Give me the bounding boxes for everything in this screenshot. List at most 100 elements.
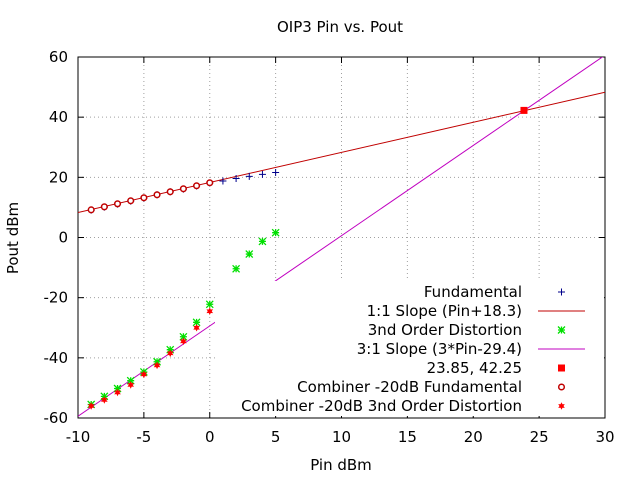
data-point: [258, 237, 267, 246]
data-point: [87, 206, 95, 214]
marker-shape: [113, 384, 122, 393]
marker-shape: [100, 203, 108, 211]
x-tick-label: -10: [66, 428, 91, 446]
data-point: [180, 337, 187, 346]
marker-shape: [193, 323, 200, 332]
x-tick-label: 5: [271, 428, 281, 446]
marker-shape: [272, 169, 280, 177]
data-point: [127, 381, 134, 389]
x-tick-label: 20: [464, 428, 483, 446]
data-point: [219, 177, 227, 185]
marker-shape: [192, 318, 201, 327]
legend-label: Combiner -20dB Fundamental: [297, 378, 522, 396]
marker-shape: [179, 332, 188, 341]
data-point: [193, 182, 201, 190]
data-point: [245, 250, 254, 259]
data-point: [258, 170, 266, 178]
axis-ticks: -10 -5 0 5 10 15 20 25 30 -60 -40 -20 0 20 40 60: [44, 48, 615, 446]
marker-shape: [153, 361, 161, 370]
legend-sample: [558, 402, 565, 410]
marker-shape: [558, 402, 565, 410]
series-line: [78, 91, 605, 214]
marker-shape: [166, 349, 174, 358]
marker-shape: [126, 376, 135, 385]
marker-shape: [87, 206, 95, 214]
data-point: [126, 376, 135, 385]
x-tick-label: -5: [136, 428, 151, 446]
marker-shape: [232, 175, 240, 183]
legend-sample: [558, 288, 565, 296]
marker-shape: [258, 237, 267, 246]
marker-shape: [206, 307, 214, 315]
data-point: [153, 191, 161, 199]
marker-shape: [180, 337, 187, 346]
legend-label: 3nd Order Distortion: [368, 321, 522, 339]
marker-shape: [113, 200, 122, 208]
legend-label: 23.85, 42.25: [427, 359, 522, 377]
data-point: [192, 318, 201, 327]
legend-sample: [557, 383, 566, 391]
legend-sample: [557, 326, 566, 334]
data-point: [179, 185, 187, 193]
data-point: [100, 203, 108, 211]
data-point: [206, 179, 214, 187]
marker-shape: [219, 177, 227, 185]
x-tick-label: 25: [530, 428, 549, 446]
marker-shape: [258, 170, 266, 178]
x-tick-label: 30: [595, 428, 614, 446]
data-point: [113, 200, 122, 208]
marker-shape: [101, 396, 108, 404]
marker-shape: [558, 364, 565, 372]
legend-label: Combiner -20dB 3nd Order Distortion: [241, 397, 522, 415]
data-point: [232, 264, 241, 273]
marker-shape: [271, 228, 280, 237]
marker-shape: [166, 188, 174, 196]
marker-shape: [245, 250, 254, 259]
legend-sample: [558, 364, 565, 372]
data-point: [153, 361, 161, 370]
chart-title: OIP3 Pin vs. Pout: [277, 18, 403, 36]
marker-shape: [520, 106, 528, 114]
marker-shape: [206, 179, 214, 187]
series-line: [78, 57, 604, 417]
data-point: [114, 388, 121, 397]
y-tick-label: 60: [49, 48, 68, 66]
x-tick-label: 15: [398, 428, 417, 446]
data-point: [272, 169, 280, 177]
legend-label: 1:1 Slope (Pin+18.3): [367, 302, 522, 320]
x-axis-title: Pin dBm: [310, 456, 372, 474]
data-point: [127, 197, 135, 205]
marker-shape: [114, 388, 121, 397]
marker-shape: [557, 326, 566, 334]
marker-shape: [153, 191, 161, 199]
data-point: [87, 402, 95, 410]
marker-shape: [87, 402, 95, 410]
plot-data: [78, 57, 605, 417]
marker-shape: [193, 182, 201, 190]
data-point: [140, 194, 148, 202]
marker-shape: [127, 197, 135, 205]
data-point: [179, 332, 188, 341]
legend-label: Fundamental: [424, 283, 522, 301]
data-point: [271, 228, 280, 237]
data-point: [520, 106, 528, 114]
data-point: [113, 384, 122, 393]
y-tick-label: -40: [44, 349, 69, 367]
legend-label: 3:1 Slope (3*Pin-29.4): [357, 340, 522, 358]
marker-shape: [140, 370, 148, 379]
data-point: [140, 370, 148, 379]
data-point: [101, 396, 108, 404]
data-point: [193, 323, 200, 332]
y-tick-label: 20: [49, 168, 68, 186]
x-tick-label: 10: [332, 428, 351, 446]
marker-shape: [245, 172, 253, 180]
y-tick-label: 40: [49, 108, 68, 126]
x-tick-label: 0: [205, 428, 215, 446]
data-point: [166, 188, 174, 196]
marker-shape: [127, 381, 134, 389]
marker-shape: [232, 264, 241, 273]
marker-shape: [557, 383, 566, 391]
data-point: [232, 175, 240, 183]
y-tick-label: 0: [58, 229, 68, 247]
